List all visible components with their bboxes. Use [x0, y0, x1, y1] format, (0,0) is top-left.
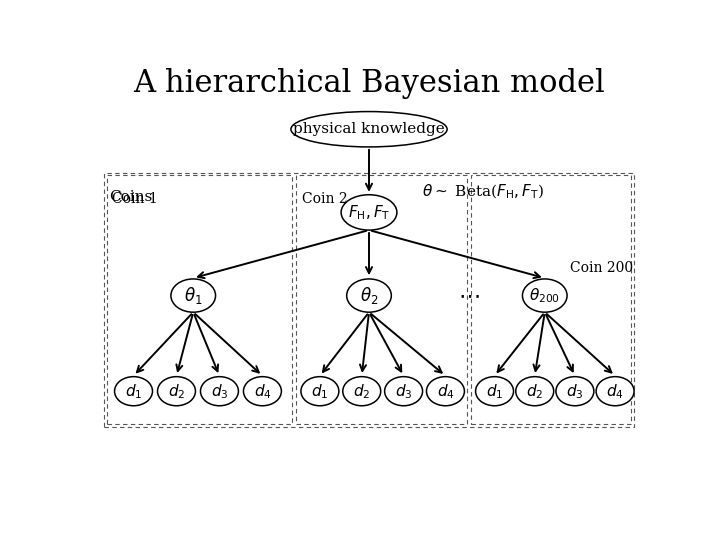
Ellipse shape — [476, 377, 513, 406]
Text: $d_4$: $d_4$ — [436, 382, 454, 401]
Text: $d_2$: $d_2$ — [526, 382, 544, 401]
Text: Coins: Coins — [109, 190, 153, 204]
Text: $d_2$: $d_2$ — [168, 382, 185, 401]
Bar — [471, 175, 631, 424]
Ellipse shape — [347, 279, 392, 312]
Text: A hierarchical Bayesian model: A hierarchical Bayesian model — [133, 68, 605, 99]
Text: $\mathit{F}_{\mathrm{H}},\mathit{F}_{\mathrm{T}}$: $\mathit{F}_{\mathrm{H}},\mathit{F}_{\ma… — [348, 203, 390, 222]
Text: $d_4$: $d_4$ — [606, 382, 624, 401]
Text: $d_1$: $d_1$ — [125, 382, 143, 401]
Text: $d_1$: $d_1$ — [311, 382, 328, 401]
Ellipse shape — [426, 377, 464, 406]
Ellipse shape — [343, 377, 381, 406]
Text: physical knowledge: physical knowledge — [293, 122, 445, 136]
Text: Coin 1: Coin 1 — [112, 192, 158, 206]
Text: $\cdots$: $\cdots$ — [458, 285, 480, 307]
Ellipse shape — [291, 112, 447, 147]
Bar — [297, 175, 467, 424]
Ellipse shape — [384, 377, 423, 406]
Ellipse shape — [341, 195, 397, 230]
Text: $d_1$: $d_1$ — [486, 382, 503, 401]
Ellipse shape — [114, 377, 153, 406]
Text: $\theta_2$: $\theta_2$ — [360, 285, 378, 306]
Text: $d_4$: $d_4$ — [253, 382, 271, 401]
Text: $d_3$: $d_3$ — [395, 382, 413, 401]
Ellipse shape — [516, 377, 554, 406]
Text: $\theta\sim$ Beta($\mathit{F}_{\mathrm{H}},\mathit{F}_{\mathrm{T}}$): $\theta\sim$ Beta($\mathit{F}_{\mathrm{H… — [422, 183, 544, 201]
Bar — [104, 173, 634, 427]
Ellipse shape — [523, 279, 567, 312]
Ellipse shape — [158, 377, 195, 406]
Text: Coin 2: Coin 2 — [302, 192, 348, 206]
Ellipse shape — [556, 377, 594, 406]
Text: $d_3$: $d_3$ — [211, 382, 228, 401]
Ellipse shape — [596, 377, 634, 406]
Bar — [107, 175, 292, 424]
Ellipse shape — [171, 279, 215, 312]
Text: $d_2$: $d_2$ — [353, 382, 370, 401]
Text: Coin 200: Coin 200 — [570, 261, 633, 275]
Ellipse shape — [200, 377, 238, 406]
Ellipse shape — [243, 377, 282, 406]
Text: $\theta_{200}$: $\theta_{200}$ — [529, 286, 560, 305]
Ellipse shape — [301, 377, 339, 406]
Text: $d_3$: $d_3$ — [566, 382, 584, 401]
Text: $\theta_1$: $\theta_1$ — [184, 285, 202, 306]
